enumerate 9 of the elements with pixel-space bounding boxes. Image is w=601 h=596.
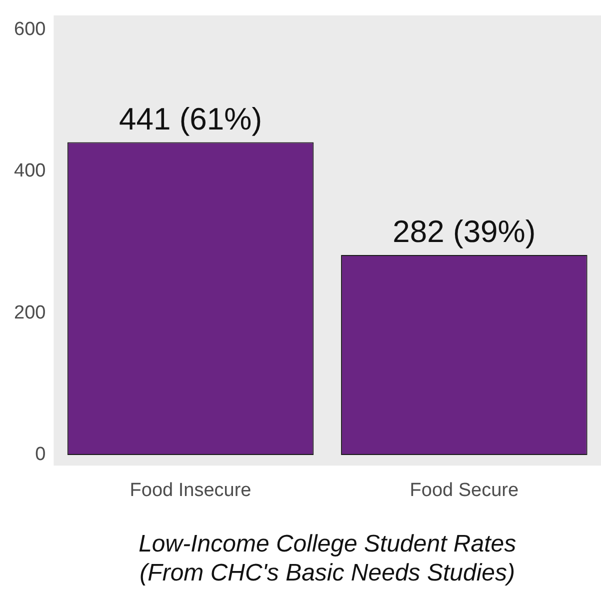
- y-tick-label: 0: [35, 444, 46, 466]
- x-tick-label: Food Insecure: [130, 480, 252, 502]
- data-label: 282 (39%): [392, 214, 536, 250]
- y-tick-label: 200: [14, 302, 46, 324]
- y-tick-label: 600: [14, 18, 46, 40]
- y-tick-label: 400: [14, 160, 46, 182]
- data-label: 441 (61%): [119, 101, 262, 136]
- x-tick-label: Food Secure: [410, 480, 519, 502]
- x-axis-title: Low-Income College Student Rates (From CHC's Basic Needs Studies): [138, 530, 516, 586]
